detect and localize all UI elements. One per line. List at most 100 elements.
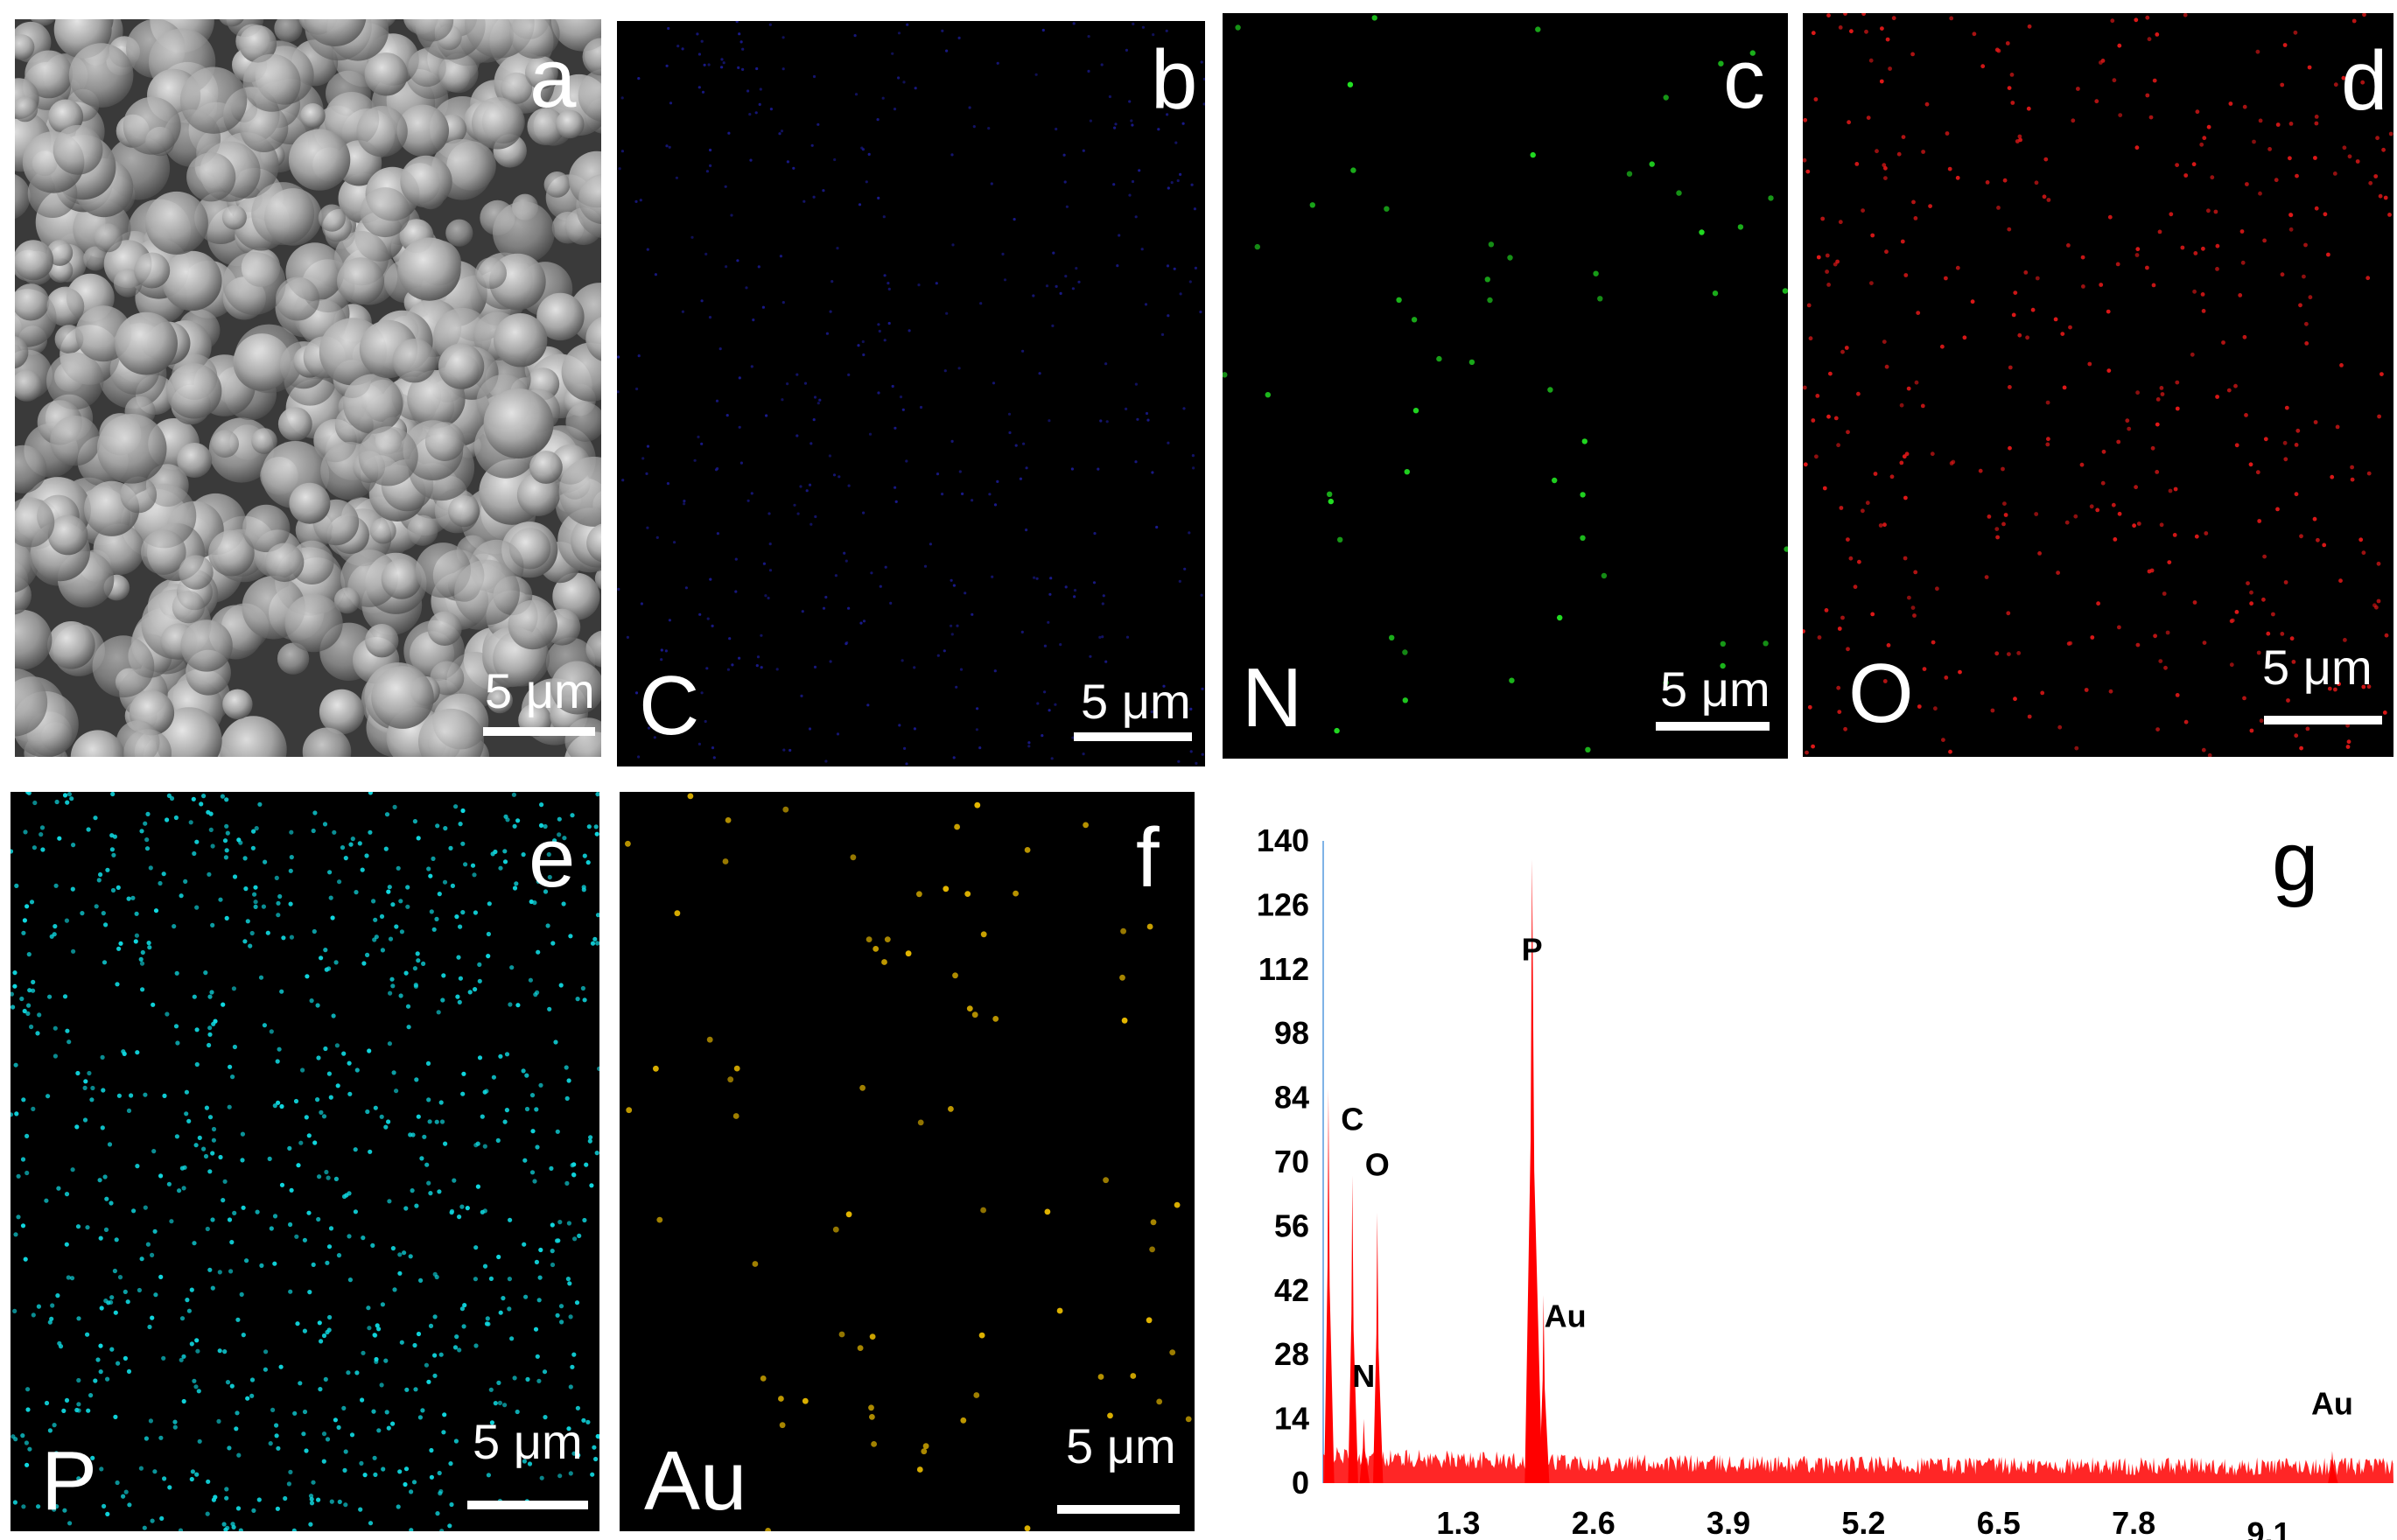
element-signal-dot	[426, 1379, 431, 1384]
element-signal-dot	[2081, 284, 2085, 289]
element-signal-dot	[25, 904, 30, 909]
element-signal-dot	[473, 910, 479, 915]
element-signal-dot	[1806, 303, 1812, 308]
element-signal-dot	[2035, 276, 2040, 281]
element-signal-dot	[207, 1115, 214, 1120]
element-signal-dot	[2113, 537, 2118, 542]
element-signal-dot	[2106, 309, 2111, 314]
element-signal-dot	[328, 1095, 333, 1100]
element-signal-dot	[379, 914, 385, 919]
element-signal-dot	[2244, 413, 2248, 417]
element-signal-dot	[941, 29, 944, 32]
y-tick-label: 28	[1274, 1336, 1309, 1372]
element-signal-dot	[921, 1448, 928, 1455]
element-signal-dot	[760, 1376, 767, 1382]
element-signal-dot	[354, 890, 359, 895]
element-signal-dot	[398, 993, 403, 998]
element-signal-dot	[554, 1238, 560, 1243]
element-signal-dot	[62, 994, 68, 999]
element-signal-dot	[908, 329, 911, 332]
element-signal-dot	[1836, 685, 1841, 690]
element-signal-dot	[186, 1118, 192, 1124]
element-signal-dot	[441, 1430, 446, 1435]
element-signal-dot	[207, 1267, 213, 1272]
element-signal-dot	[135, 1050, 140, 1055]
element-signal-dot	[391, 1070, 396, 1075]
element-signal-dot	[70, 1167, 75, 1172]
element-signal-dot	[1384, 206, 1390, 212]
element-signal-dot	[812, 74, 817, 79]
element-signal-dot	[996, 61, 999, 65]
element-signal-dot	[67, 792, 72, 797]
element-signal-dot	[597, 1066, 599, 1071]
element-signal-dot	[116, 946, 122, 951]
element-signal-dot	[2307, 65, 2312, 70]
panel-letter-a: a	[529, 32, 577, 125]
element-signal-dot	[298, 1381, 303, 1386]
element-signal-dot	[90, 1455, 95, 1460]
element-signal-dot	[1134, 215, 1138, 219]
element-signal-dot	[57, 836, 62, 841]
element-signal-dot	[1098, 635, 1102, 640]
element-signal-dot	[550, 1262, 556, 1268]
element-signal-dot	[473, 1343, 479, 1348]
element-signal-dot	[749, 158, 753, 162]
element-signal-dot	[504, 1052, 510, 1057]
element-signal-dot	[496, 1254, 501, 1260]
panel-letter-d: d	[2341, 34, 2388, 128]
element-signal-dot	[463, 862, 468, 867]
element-signal-dot	[435, 823, 440, 829]
element-signal-dot	[1019, 477, 1022, 480]
element-signal-dot	[1412, 408, 1419, 414]
element-signal-dot	[595, 941, 599, 946]
element-signal-dot	[2330, 474, 2335, 480]
element-signal-dot	[2190, 352, 2195, 357]
element-signal-dot	[1663, 680, 1669, 686]
element-signal-dot	[2249, 590, 2253, 595]
element-signal-dot	[739, 40, 743, 44]
element-signal-dot	[432, 1271, 438, 1277]
element-signal-dot	[1811, 744, 1815, 749]
element-signal-dot	[2282, 440, 2288, 445]
element-signal-dot	[2384, 633, 2389, 638]
element-signal-dot	[617, 587, 620, 592]
element-signal-dot	[241, 1333, 246, 1338]
element-signal-dot	[288, 901, 293, 906]
element-signal-dot	[362, 1473, 368, 1478]
element-signal-dot	[805, 489, 809, 493]
element-signal-dot	[2213, 209, 2218, 214]
element-signal-dot	[1027, 745, 1031, 748]
element-signal-dot	[1803, 629, 1805, 634]
element-signal-dot	[450, 883, 455, 888]
element-signal-dot	[732, 1113, 739, 1119]
element-signal-dot	[716, 532, 719, 536]
element-signal-dot	[1402, 697, 1408, 704]
element-signal-dot	[1200, 593, 1203, 597]
element-signal-dot	[779, 255, 782, 258]
element-signal-dot	[1170, 181, 1174, 185]
element-signal-dot	[194, 1027, 200, 1032]
element-signal-dot	[102, 1503, 107, 1508]
element-signal-dot	[405, 1004, 411, 1009]
element-signal-dot	[232, 1210, 237, 1215]
element-signal-dot	[902, 80, 906, 84]
element-signal-dot	[251, 1508, 256, 1513]
element-signal-dot	[437, 892, 442, 897]
element-signal-dot	[913, 727, 916, 731]
element-signal-dot	[82, 1085, 88, 1090]
element-signal-dot	[191, 796, 196, 802]
element-signal-dot	[238, 1528, 243, 1531]
element-signal-dot	[1920, 403, 1925, 409]
element-signal-dot	[268, 1441, 273, 1446]
element-signal-dot	[1882, 163, 1887, 168]
element-signal-dot	[152, 1469, 158, 1474]
element-signal-dot	[2134, 145, 2140, 150]
element-signal-dot	[473, 987, 478, 992]
element-signal-dot	[1888, 66, 1892, 71]
element-signal-dot	[158, 1173, 164, 1179]
element-signal-dot	[166, 1181, 172, 1186]
element-signal-dot	[1944, 676, 1949, 680]
spectrum-peak	[1359, 1418, 1370, 1483]
element-signal-dot	[1840, 349, 1845, 354]
element-signal-dot	[497, 1400, 503, 1405]
